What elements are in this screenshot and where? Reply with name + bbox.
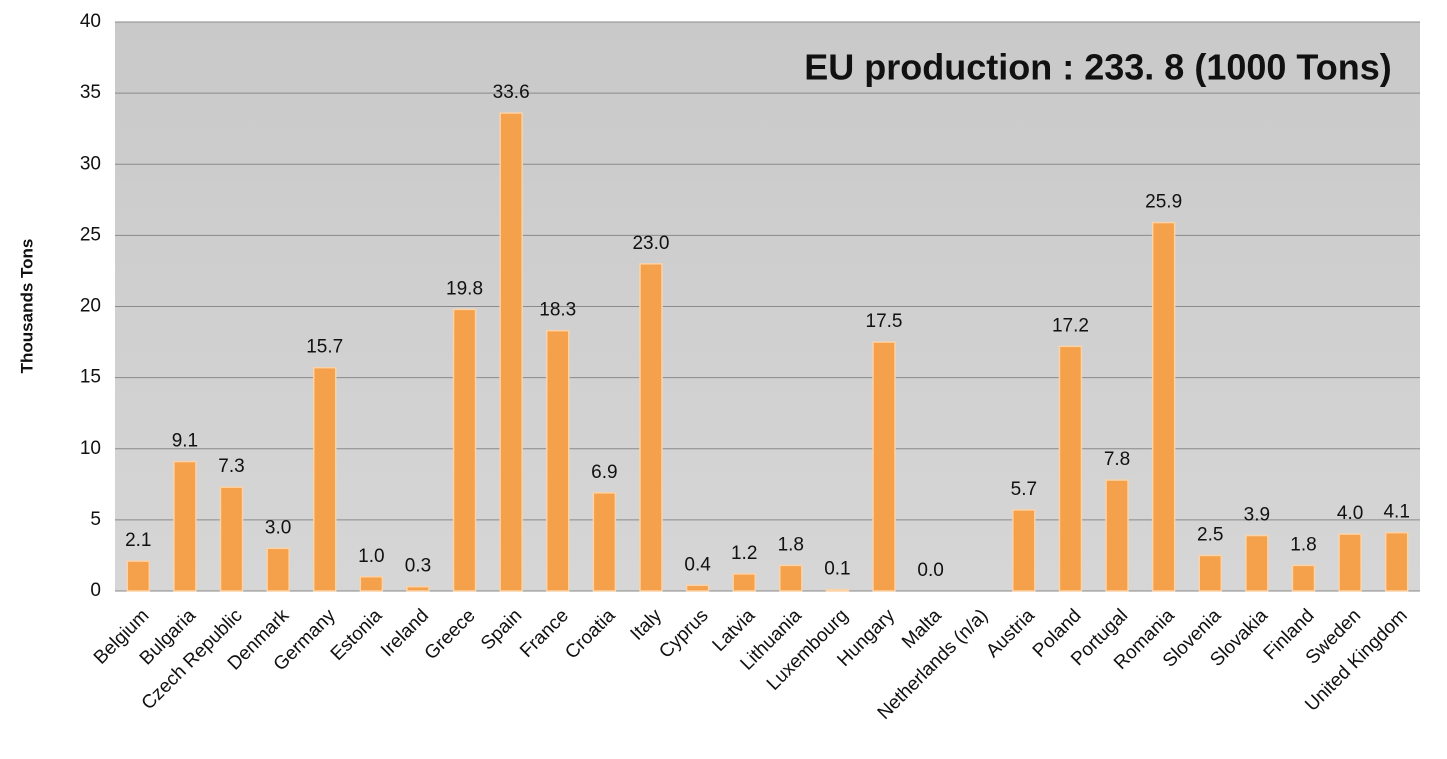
value-label: 0.4 xyxy=(684,554,711,575)
value-label: 4.1 xyxy=(1383,502,1409,523)
x-tick-label: Croatia xyxy=(561,605,619,663)
bar xyxy=(779,564,803,592)
bar xyxy=(825,588,850,592)
y-axis-label: Thousands Tons xyxy=(17,239,36,374)
bar xyxy=(592,492,617,592)
value-label: 17.2 xyxy=(1052,315,1089,336)
value-label: 3.0 xyxy=(265,517,291,538)
bar xyxy=(1105,479,1129,592)
y-tick-label: 35 xyxy=(80,82,101,103)
value-label: 1.0 xyxy=(358,546,384,567)
bar xyxy=(173,460,197,592)
bar xyxy=(126,560,151,592)
value-label: 9.1 xyxy=(172,431,198,452)
value-label: 1.8 xyxy=(1290,534,1316,555)
x-tick-label: Austria xyxy=(982,605,1039,662)
value-label: 6.9 xyxy=(591,462,617,483)
bar xyxy=(1198,554,1223,592)
value-label: 17.5 xyxy=(866,311,903,332)
annotation: EU production : 233. 8 (1000 Tons) xyxy=(804,47,1391,88)
x-tick-label: Greece xyxy=(421,605,480,664)
value-label: 5.7 xyxy=(1011,479,1037,500)
value-label: 18.3 xyxy=(539,300,576,321)
bar xyxy=(1245,534,1269,592)
bar xyxy=(266,547,290,592)
y-tick-label: 15 xyxy=(80,367,101,388)
value-label: 25.9 xyxy=(1145,192,1182,213)
bar xyxy=(499,112,523,592)
value-label: 15.7 xyxy=(306,337,343,358)
value-label: 4.0 xyxy=(1337,503,1363,524)
value-label: 0.1 xyxy=(824,559,850,580)
value-label: 33.6 xyxy=(493,82,530,103)
bar xyxy=(639,263,663,592)
value-label: 19.8 xyxy=(446,278,483,299)
bar xyxy=(685,584,710,592)
bar xyxy=(872,341,896,592)
y-tick-label: 10 xyxy=(80,438,101,459)
bar xyxy=(312,366,337,592)
bar xyxy=(1151,221,1176,592)
y-tick-label: 20 xyxy=(80,296,101,317)
value-label: 2.5 xyxy=(1197,524,1223,545)
value-label: 7.8 xyxy=(1104,449,1130,470)
y-tick-label: 30 xyxy=(80,153,101,174)
x-tick-label: France xyxy=(516,605,573,662)
bar xyxy=(452,308,477,592)
y-tick-label: 5 xyxy=(90,509,101,530)
value-label: 0.3 xyxy=(405,556,431,577)
bar xyxy=(546,329,570,592)
value-label: 2.1 xyxy=(125,530,151,551)
x-tick-label: Cyprus xyxy=(655,605,712,662)
bar xyxy=(732,573,756,592)
x-tick-label: Estonia xyxy=(327,605,387,665)
value-label: 23.0 xyxy=(632,233,669,254)
value-label: 1.2 xyxy=(731,543,757,564)
y-tick-label: 25 xyxy=(80,224,101,245)
bar xyxy=(1058,345,1083,592)
y-tick-label: 40 xyxy=(80,11,101,32)
value-label: 1.8 xyxy=(778,534,804,555)
bar xyxy=(1012,509,1036,592)
value-label: 0.0 xyxy=(917,560,943,581)
x-tick-label: Italy xyxy=(627,605,667,645)
value-label: 3.9 xyxy=(1244,505,1270,526)
bar xyxy=(359,576,384,592)
bar xyxy=(219,486,244,592)
bar xyxy=(1338,533,1362,592)
bar xyxy=(406,585,430,592)
bar xyxy=(1291,564,1316,592)
bar xyxy=(1384,531,1409,592)
y-tick-label: 0 xyxy=(90,580,101,601)
value-label: 7.3 xyxy=(218,456,244,477)
